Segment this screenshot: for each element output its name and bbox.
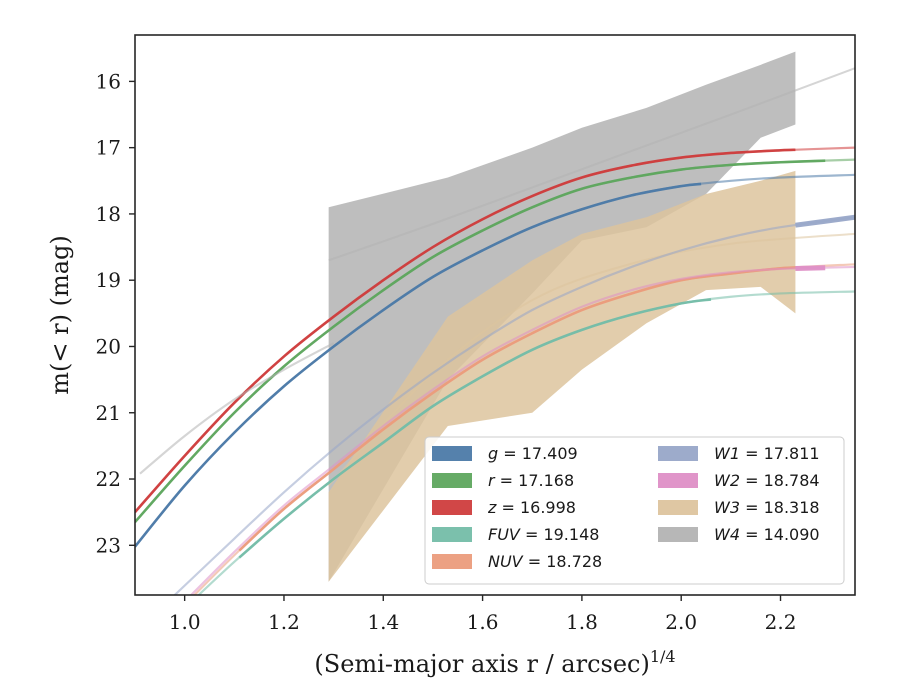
legend-swatch-w1 — [658, 446, 698, 461]
legend-band-name: z — [487, 498, 497, 517]
legend-swatch-w3 — [658, 500, 698, 515]
y-tick-label: 20 — [96, 334, 121, 358]
legend-band-value: = 16.998 — [496, 498, 576, 517]
legend-swatch-w2 — [658, 473, 698, 488]
curve-layer — [135, 146, 855, 595]
curve-fuv-measured — [238, 298, 712, 559]
legend-label-g: g = 17.409 — [488, 444, 578, 463]
legend-swatch-fuv — [432, 527, 472, 542]
plot-frame — [134, 34, 856, 596]
profile-line-w3 — [327, 232, 855, 487]
band-w4 — [328, 51, 796, 582]
curve-r-measured — [135, 159, 826, 523]
curve-w1-measured — [795, 214, 855, 228]
legend-band-name: W1 — [714, 444, 740, 463]
x-tick-label: 1.4 — [367, 610, 399, 634]
y-tick-label: 23 — [96, 533, 121, 557]
y-tick-label: 17 — [96, 136, 121, 160]
legend: g = 17.409 W1 = 17.811 r = 17.168 W2 = 18.7… — [424, 436, 845, 585]
legend-label-w2: W2 = 18.784 — [714, 471, 820, 490]
legend-label-w4: W4 = 14.090 — [714, 525, 820, 544]
band-layer — [327, 51, 855, 582]
curve-w2-extrapolated — [189, 265, 855, 595]
legend-band-name: NUV — [488, 552, 524, 571]
x-tick-label: 1.6 — [467, 610, 499, 634]
legend-label-w3: W3 = 18.318 — [714, 498, 820, 517]
y-tick-label: 19 — [96, 268, 121, 292]
legend-band-name: g — [488, 444, 498, 463]
y-tick-label: 21 — [96, 401, 121, 425]
legend-band-value: = 17.168 — [495, 471, 575, 490]
curve-w1-extrapolated — [173, 216, 855, 595]
y-tick-label: 18 — [96, 202, 121, 226]
legend-band-value: = 18.728 — [523, 552, 603, 571]
legend-band-value: = 14.090 — [740, 525, 820, 544]
legend-band-value: = 17.811 — [740, 444, 820, 463]
legend-swatch-nuv — [432, 554, 472, 569]
legend-band-value: = 17.409 — [498, 444, 578, 463]
legend-swatch-z — [432, 500, 472, 515]
curve-w4-extrapolated — [139, 342, 335, 475]
x-axis: 1.0 1.2 1.4 1.6 1.8 2.0 2.2 — [169, 595, 797, 634]
x-tick-label: 2.0 — [665, 610, 697, 634]
legend-label-nuv: NUV = 18.728 — [488, 552, 602, 571]
x-tick-label: 1.2 — [268, 610, 300, 634]
y-axis: 16 17 18 19 20 21 22 23 — [96, 69, 135, 557]
x-axis-title: (Semi-major axis r / arcsec)1/4 — [314, 647, 675, 678]
y-tick-label: 16 — [96, 69, 121, 93]
band-w3 — [328, 170, 796, 582]
legend-swatch-r — [432, 473, 472, 488]
legend-band-name: FUV — [488, 525, 521, 544]
legend-label-fuv: FUV = 19.148 — [488, 525, 599, 544]
curve-z-measured — [135, 148, 796, 514]
legend-swatch-g — [432, 446, 472, 461]
legend-band-value: = 18.318 — [740, 498, 820, 517]
x-axis-title-superscript: 1/4 — [650, 647, 676, 666]
legend-band-value: = 19.148 — [520, 525, 600, 544]
x-tick-label: 1.0 — [169, 610, 201, 634]
curve-g-measured — [135, 182, 702, 548]
legend-frame — [424, 436, 845, 585]
legend-label-r: r = 17.168 — [488, 471, 574, 490]
curve-nuv-measured — [238, 266, 796, 552]
legend-band-value: = 18.784 — [740, 471, 820, 490]
legend-label-z: z = 16.998 — [487, 498, 576, 517]
x-tick-label: 2.2 — [765, 610, 797, 634]
x-axis-title-text: (Semi-major axis r / arcsec) — [314, 650, 649, 678]
legend-label-w1: W1 = 17.811 — [714, 444, 820, 463]
y-axis-title: m(< r) (mag) — [46, 235, 74, 394]
legend-band-name: W4 — [714, 525, 740, 544]
legend-band-name: W2 — [714, 471, 740, 490]
y-tick-label: 22 — [96, 467, 121, 491]
x-tick-label: 1.8 — [566, 610, 598, 634]
legend-swatch-w4 — [658, 527, 698, 542]
legend-band-name: r — [488, 471, 496, 490]
profile-line-w4 — [328, 67, 855, 262]
legend-band-name: W3 — [714, 498, 740, 517]
curve-w2-measured — [795, 265, 826, 272]
